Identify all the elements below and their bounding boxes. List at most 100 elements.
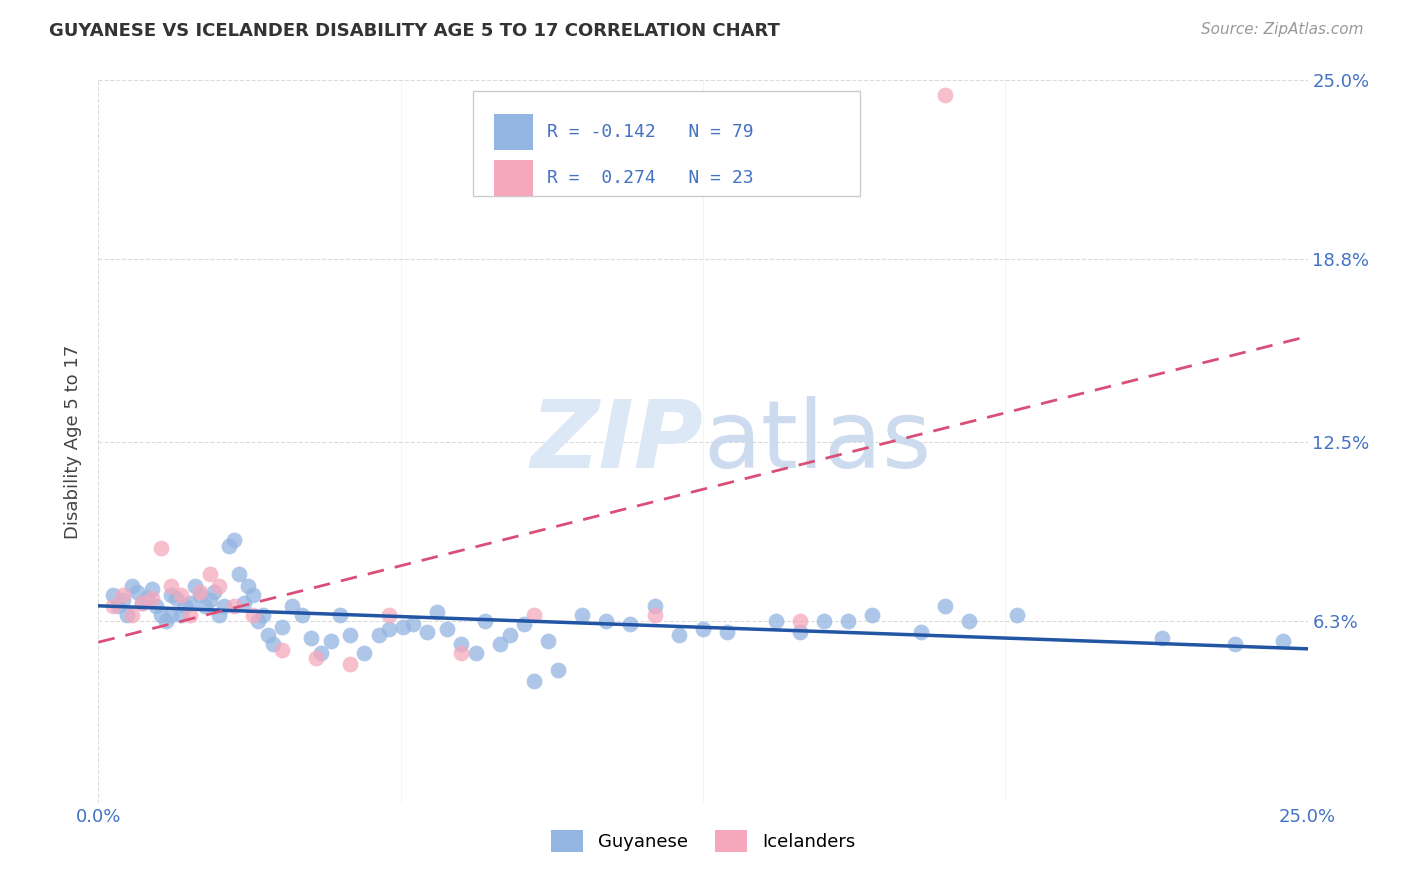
Point bbox=[464, 646, 486, 660]
Text: Source: ZipAtlas.com: Source: ZipAtlas.com bbox=[1201, 22, 1364, 37]
Point bbox=[222, 533, 245, 547]
Point bbox=[716, 625, 738, 640]
Point bbox=[765, 614, 787, 628]
Point bbox=[107, 599, 129, 614]
Point bbox=[299, 631, 322, 645]
Point bbox=[169, 607, 191, 622]
Point bbox=[169, 588, 191, 602]
Point bbox=[141, 591, 163, 605]
Point bbox=[198, 567, 221, 582]
Point bbox=[339, 628, 361, 642]
Point bbox=[242, 607, 264, 622]
Point bbox=[188, 584, 211, 599]
Point bbox=[242, 588, 264, 602]
Text: atlas: atlas bbox=[703, 395, 931, 488]
Text: GUYANESE VS ICELANDER DISABILITY AGE 5 TO 17 CORRELATION CHART: GUYANESE VS ICELANDER DISABILITY AGE 5 T… bbox=[49, 22, 780, 40]
Point bbox=[232, 596, 254, 610]
Point bbox=[1272, 634, 1295, 648]
Point bbox=[377, 607, 399, 622]
Point bbox=[910, 625, 932, 640]
Point bbox=[208, 607, 231, 622]
Point bbox=[377, 623, 399, 637]
Point bbox=[121, 579, 143, 593]
Point bbox=[222, 599, 245, 614]
Legend: Guyanese, Icelanders: Guyanese, Icelanders bbox=[544, 822, 862, 859]
Text: R =  0.274   N = 23: R = 0.274 N = 23 bbox=[547, 169, 754, 186]
Point bbox=[150, 541, 173, 556]
Point bbox=[198, 593, 221, 607]
Point bbox=[160, 588, 183, 602]
Point bbox=[329, 607, 352, 622]
Point bbox=[319, 634, 342, 648]
Point bbox=[131, 596, 153, 610]
Point bbox=[111, 593, 134, 607]
Point bbox=[101, 599, 124, 614]
Point bbox=[271, 642, 294, 657]
Point bbox=[489, 637, 512, 651]
Point bbox=[1152, 631, 1174, 645]
Point bbox=[571, 607, 593, 622]
Point bbox=[668, 628, 690, 642]
Point bbox=[184, 579, 207, 593]
Point bbox=[368, 628, 391, 642]
Point bbox=[619, 616, 641, 631]
Point bbox=[1007, 607, 1029, 622]
Point bbox=[644, 607, 666, 622]
Point bbox=[256, 628, 278, 642]
Point bbox=[247, 614, 270, 628]
Point bbox=[813, 614, 835, 628]
Point bbox=[165, 591, 187, 605]
Point bbox=[238, 579, 260, 593]
Point bbox=[436, 623, 458, 637]
Point bbox=[135, 591, 157, 605]
Point bbox=[271, 619, 294, 633]
Point bbox=[160, 579, 183, 593]
Point bbox=[262, 637, 284, 651]
Point bbox=[692, 623, 714, 637]
Point bbox=[179, 596, 201, 610]
Point bbox=[208, 579, 231, 593]
Point bbox=[547, 663, 569, 677]
Point bbox=[111, 588, 134, 602]
Point bbox=[194, 599, 217, 614]
Point bbox=[174, 599, 197, 614]
Point bbox=[537, 634, 560, 648]
Point bbox=[513, 616, 536, 631]
Point bbox=[934, 87, 956, 102]
Point bbox=[523, 607, 546, 622]
Point bbox=[837, 614, 859, 628]
Text: ZIP: ZIP bbox=[530, 395, 703, 488]
Point bbox=[1223, 637, 1246, 651]
Point bbox=[305, 651, 328, 665]
FancyBboxPatch shape bbox=[494, 114, 533, 150]
Point bbox=[117, 607, 139, 622]
Point bbox=[595, 614, 617, 628]
FancyBboxPatch shape bbox=[474, 91, 860, 196]
Point bbox=[392, 619, 415, 633]
Text: R = -0.142   N = 79: R = -0.142 N = 79 bbox=[547, 123, 754, 141]
Point bbox=[281, 599, 304, 614]
Point bbox=[150, 607, 173, 622]
Point bbox=[309, 646, 332, 660]
Point bbox=[450, 637, 472, 651]
Point bbox=[353, 646, 375, 660]
Point bbox=[450, 646, 472, 660]
Point bbox=[474, 614, 496, 628]
Point bbox=[179, 607, 201, 622]
Y-axis label: Disability Age 5 to 17: Disability Age 5 to 17 bbox=[65, 344, 83, 539]
Point bbox=[789, 614, 811, 628]
Point bbox=[252, 607, 274, 622]
Point bbox=[860, 607, 883, 622]
Point bbox=[101, 588, 124, 602]
Point bbox=[934, 599, 956, 614]
Point bbox=[957, 614, 980, 628]
Point bbox=[498, 628, 520, 642]
Point bbox=[290, 607, 312, 622]
Point bbox=[131, 596, 153, 610]
Point bbox=[121, 607, 143, 622]
FancyBboxPatch shape bbox=[494, 160, 533, 195]
Point bbox=[402, 616, 425, 631]
Point bbox=[204, 584, 226, 599]
Point bbox=[339, 657, 361, 671]
Point bbox=[141, 582, 163, 596]
